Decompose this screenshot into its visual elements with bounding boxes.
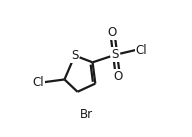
Text: S: S	[112, 48, 119, 61]
Text: Cl: Cl	[32, 76, 44, 89]
Text: S: S	[71, 49, 79, 62]
Text: Cl: Cl	[136, 44, 147, 56]
Text: O: O	[108, 26, 117, 39]
Text: Br: Br	[80, 108, 93, 121]
Text: O: O	[113, 70, 122, 83]
